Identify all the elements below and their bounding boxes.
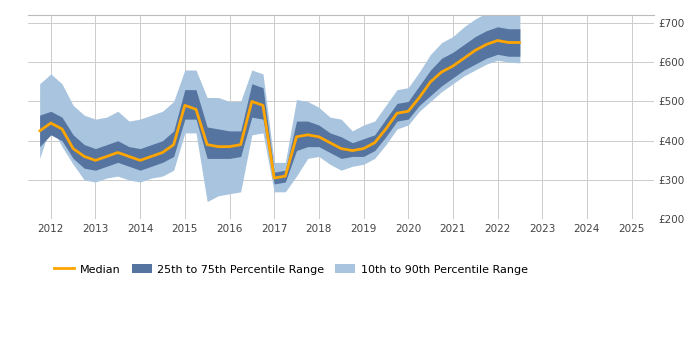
Legend: Median, 25th to 75th Percentile Range, 10th to 90th Percentile Range: Median, 25th to 75th Percentile Range, 1… [50, 260, 533, 279]
